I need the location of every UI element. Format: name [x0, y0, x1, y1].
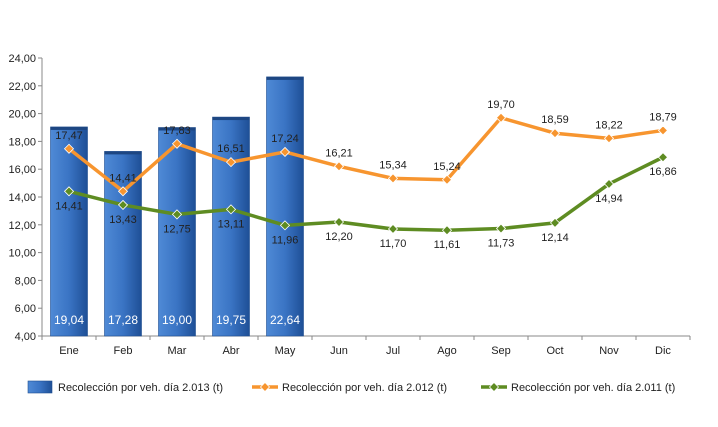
bar-top-edge: [158, 127, 196, 131]
data-label: 13,11: [218, 218, 245, 230]
data-label: 11,96: [272, 234, 299, 246]
data-label: 14,41: [109, 172, 137, 184]
x-tick-label: Feb: [114, 345, 133, 357]
bar-value-label: 22,64: [270, 313, 300, 327]
bar-abr: [212, 116, 250, 337]
data-label: 12,20: [325, 231, 353, 243]
bar-value-label: 17,28: [108, 313, 138, 327]
y-tick-label: 4,00: [15, 331, 36, 343]
bar-top-edge: [266, 76, 304, 80]
x-tick-label: Abr: [222, 345, 239, 357]
data-label: 17,47: [55, 130, 83, 142]
data-label: 19,70: [487, 99, 515, 111]
data-label: 14,94: [595, 193, 623, 205]
series-1-point: [225, 157, 237, 168]
legend-swatch-bar: [27, 380, 53, 394]
y-tick-label: 20,00: [8, 109, 36, 121]
series-1-point: [657, 125, 669, 136]
y-tick-label: 10,00: [8, 248, 36, 260]
data-label: 16,51: [217, 143, 245, 155]
bar-top-edge: [212, 117, 250, 121]
data-label: 15,34: [379, 159, 407, 171]
x-tick-label: Ago: [437, 345, 457, 357]
series-2-point: [657, 152, 669, 163]
data-label: 16,86: [649, 166, 677, 178]
series-1-point: [171, 138, 183, 149]
series-2-point: [333, 216, 345, 228]
y-tick-label: 12,00: [8, 220, 36, 232]
series-2-point: [279, 220, 291, 231]
series-1-point: [333, 161, 345, 172]
x-tick-label: Dic: [655, 345, 671, 357]
data-label: 18,59: [541, 114, 569, 126]
series-1-point: [63, 143, 75, 154]
bar-top-edge: [104, 151, 142, 155]
legend-marker: [259, 381, 271, 393]
y-tick-label: 16,00: [8, 164, 36, 176]
x-tick-label: Mar: [168, 345, 187, 357]
legend-label: Recolección por veh. día 2.012 (t): [282, 382, 447, 394]
plot-area: 4,00 6,00 8,00 10,00 12,00 14,00 16,00 18,00 20,…: [8, 53, 691, 357]
x-tick-label: Jul: [386, 345, 400, 357]
series-2-point: [225, 204, 237, 215]
data-label: 12,14: [541, 232, 569, 244]
series-1-point: [441, 174, 453, 185]
x-tick-label: Sep: [491, 345, 511, 357]
series-2-point: [63, 186, 75, 197]
series-1-point: [387, 173, 399, 184]
x-tick-label: May: [275, 345, 296, 357]
data-label: 11,73: [488, 238, 515, 250]
y-tick-label: 14,00: [8, 192, 36, 204]
series-1-point: [117, 186, 129, 197]
data-label: 16,21: [325, 147, 353, 159]
series-2-point: [387, 223, 399, 235]
bar-may: [266, 76, 304, 337]
series-2-point: [117, 199, 129, 210]
series-line-2: [68, 155, 664, 232]
y-tick-label: 24,00: [8, 53, 36, 65]
data-label: 13,43: [109, 214, 137, 226]
y-tick-label: 6,00: [15, 303, 36, 315]
y-tick-label: 8,00: [15, 275, 36, 287]
bar-value-label: 19,04: [54, 313, 84, 327]
series-line-1: [67, 116, 664, 194]
bar-value-label: 19,75: [216, 313, 246, 327]
series-2-point: [171, 209, 183, 220]
x-tick-label: Jun: [330, 345, 348, 357]
x-tick-label: Nov: [599, 345, 619, 357]
data-label: 18,22: [595, 119, 623, 131]
series-1-point: [495, 112, 507, 123]
legend-label: Recolección por veh. día 2.013 (t): [58, 382, 223, 394]
data-label: 17,24: [271, 133, 299, 145]
bar-value-label: 19,00: [162, 313, 192, 327]
y-tick-label: 18,00: [8, 136, 36, 148]
series-1-point: [279, 146, 291, 158]
series-1-point: [603, 133, 615, 144]
series-2-point: [549, 217, 561, 228]
series-2-point: [441, 225, 453, 236]
data-label: 12,75: [163, 223, 191, 235]
data-label: 17,83: [163, 125, 191, 137]
data-label: 14,41: [55, 200, 83, 212]
legend-marker: [488, 381, 500, 393]
bar-top-edge: [50, 126, 88, 130]
data-label: 11,70: [380, 238, 407, 250]
legend-label: Recolección por veh. día 2.011 (t): [511, 382, 675, 394]
y-tick-label: 22,00: [8, 81, 36, 93]
data-label: 11,61: [434, 239, 461, 251]
data-label: 18,79: [649, 111, 677, 123]
series-1-point: [549, 128, 561, 139]
x-tick-label: Oct: [546, 345, 563, 357]
x-tick-label: Ene: [59, 345, 79, 357]
data-label: 15,24: [433, 161, 461, 173]
series-2-point: [603, 178, 615, 189]
legend: Recolección por veh. día 2.013 (t) Recole…: [27, 380, 675, 394]
bar-ene: [50, 126, 88, 337]
series-2-point: [495, 223, 507, 234]
